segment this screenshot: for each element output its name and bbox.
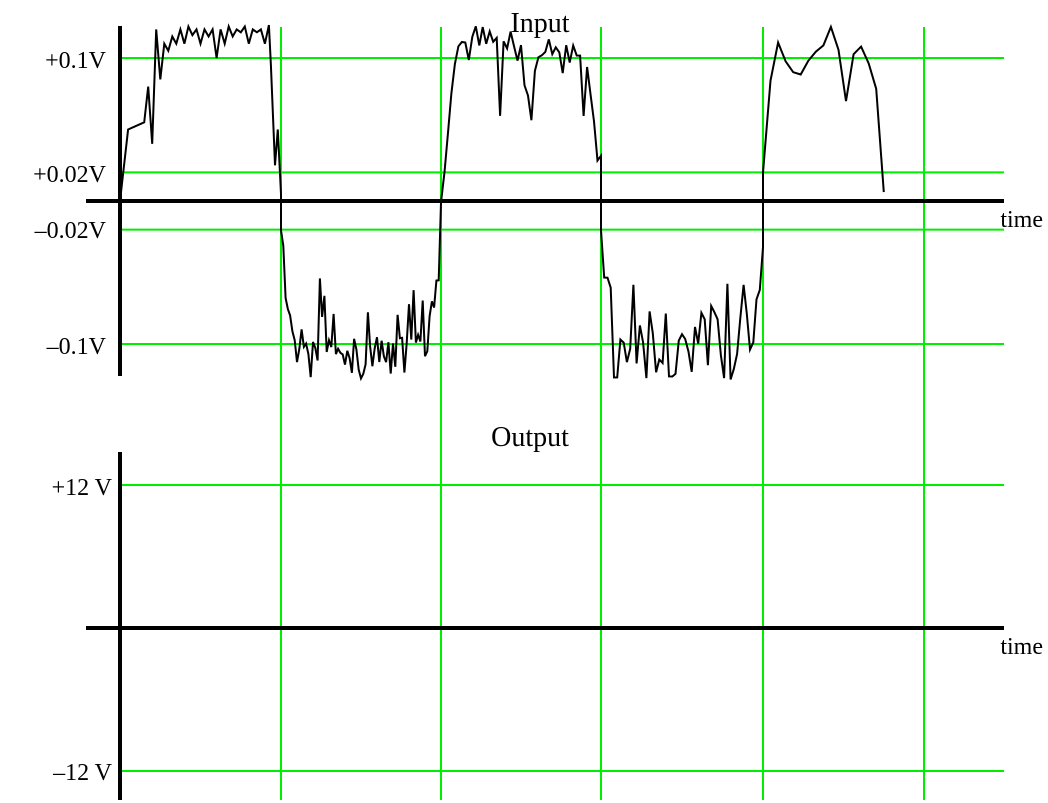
output-ytick-label-minus-12: –12 V [52, 760, 113, 786]
output-time-axis-label: time [1000, 634, 1043, 660]
input-ytick-label-plus-0-1: +0.1V [45, 48, 107, 74]
output-panel-title: Output [491, 422, 569, 453]
input-ytick-label-plus-0-02: +0.02V [33, 162, 107, 188]
axis-layer [86, 26, 1004, 800]
signal-layer [119, 23, 885, 382]
label-layer: Input time +0.1V +0.02V –0.02V –0.1V Out… [33, 8, 1043, 786]
input-panel-title: Input [510, 8, 569, 39]
input-ytick-label-minus-0-02: –0.02V [34, 218, 107, 244]
input-ytick-label-minus-0-1: –0.1V [46, 334, 107, 360]
output-ytick-label-plus-12: +12 V [52, 475, 113, 501]
input-signal-trace [119, 23, 885, 382]
grid-layer [120, 27, 1004, 800]
input-time-axis-label: time [1000, 207, 1043, 233]
